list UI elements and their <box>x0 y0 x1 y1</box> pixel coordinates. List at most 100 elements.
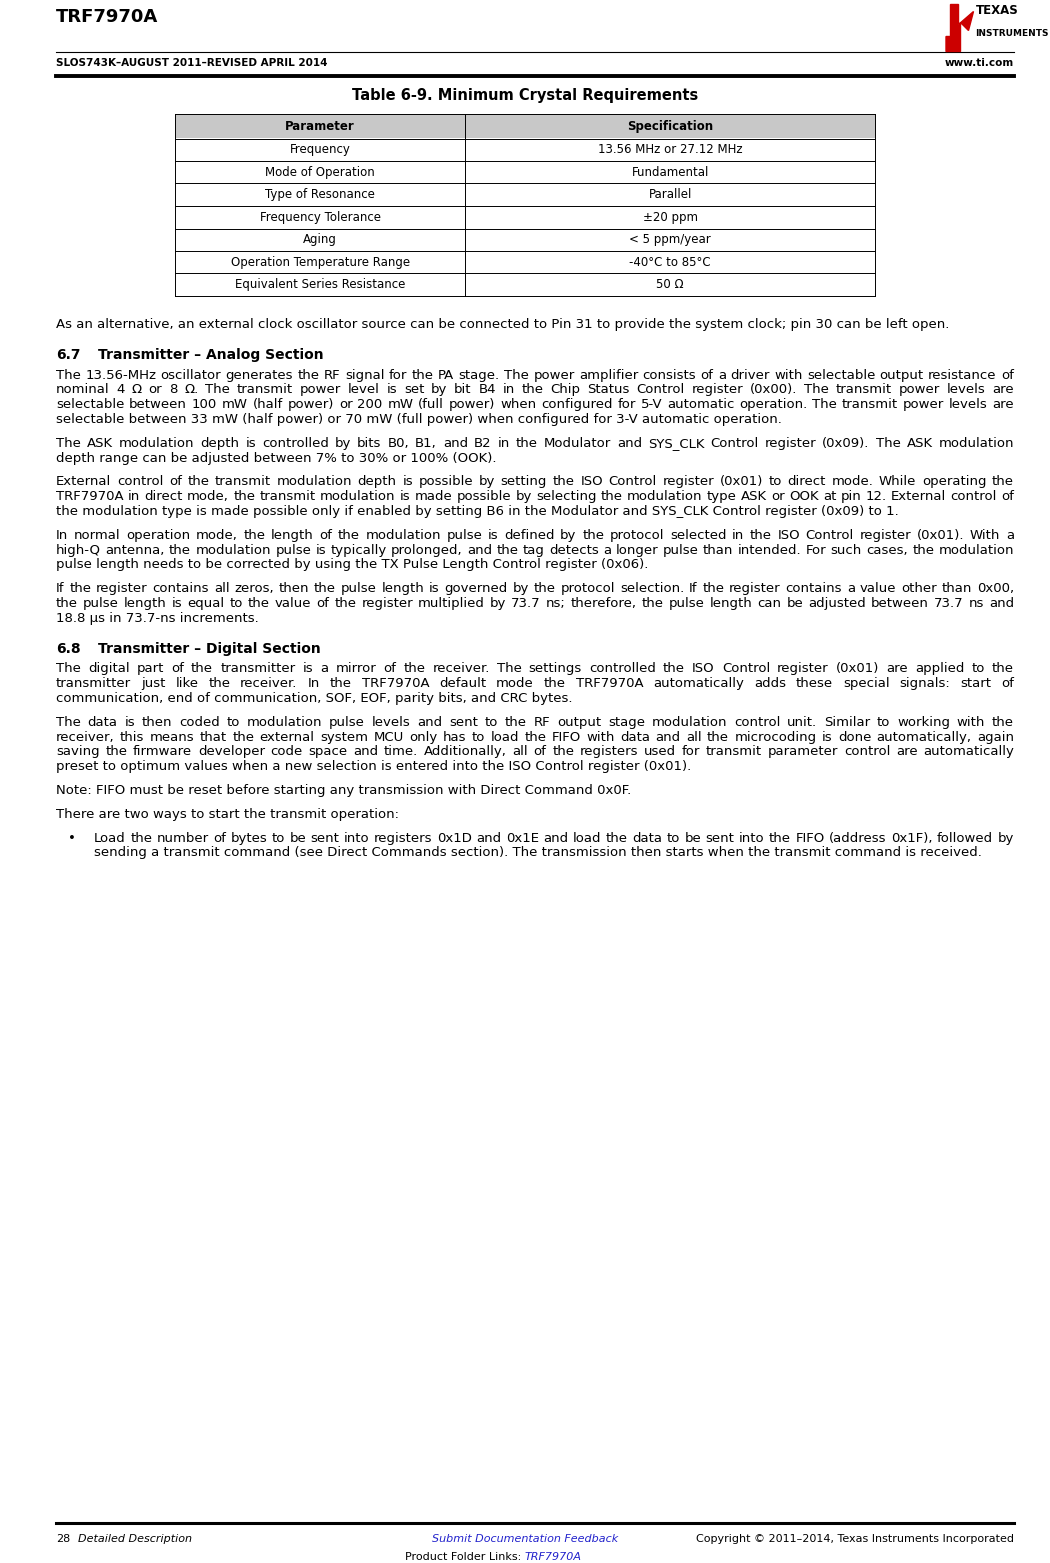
Text: a: a <box>320 663 329 675</box>
Text: be: be <box>786 597 803 610</box>
Text: set: set <box>404 383 424 397</box>
Text: 50 Ω: 50 Ω <box>656 278 684 291</box>
Text: automatically: automatically <box>653 677 744 691</box>
Text: and: and <box>477 832 502 844</box>
Text: Mode of Operation: Mode of Operation <box>266 166 375 178</box>
Text: mode: mode <box>496 677 533 691</box>
Text: modulation: modulation <box>195 544 271 556</box>
Text: the: the <box>702 581 724 596</box>
Text: The: The <box>504 369 529 381</box>
Text: number: number <box>156 832 209 844</box>
Text: < 5 ppm/year: < 5 ppm/year <box>629 233 711 247</box>
Text: the: the <box>208 677 230 691</box>
Text: sent: sent <box>311 832 339 844</box>
Text: RF: RF <box>324 369 340 381</box>
Text: FIFO: FIFO <box>796 832 824 844</box>
Text: the: the <box>233 491 255 503</box>
Text: modulation: modulation <box>652 716 728 728</box>
Text: depth: depth <box>201 436 239 450</box>
Text: B0,: B0, <box>387 436 410 450</box>
Text: ASK: ASK <box>741 491 766 503</box>
Text: bit: bit <box>455 383 471 397</box>
Text: done: done <box>838 730 872 744</box>
Text: selectable: selectable <box>807 369 876 381</box>
Text: other: other <box>901 581 937 596</box>
Text: There are two ways to start the transmit operation:: There are two ways to start the transmit… <box>56 808 399 821</box>
Text: External: External <box>56 475 111 488</box>
Text: a: a <box>847 581 855 596</box>
Text: power): power) <box>449 399 496 411</box>
Text: pulse: pulse <box>663 544 698 556</box>
Text: the modulation type is made possible only if enabled by setting B6 in the Modula: the modulation type is made possible onl… <box>56 505 899 517</box>
Text: the: the <box>244 528 266 542</box>
Text: the: the <box>232 730 254 744</box>
Text: modulation: modulation <box>939 544 1014 556</box>
Text: into: into <box>344 832 370 844</box>
Text: In: In <box>308 677 319 691</box>
Text: The: The <box>804 383 830 397</box>
Text: is: is <box>172 597 183 610</box>
Text: that: that <box>200 730 227 744</box>
Text: are: are <box>886 663 908 675</box>
Text: register: register <box>777 663 828 675</box>
Text: the: the <box>314 581 336 596</box>
Text: in: in <box>128 491 140 503</box>
Text: with: with <box>774 369 802 381</box>
Text: at: at <box>823 491 837 503</box>
Text: sent: sent <box>449 716 478 728</box>
Text: than: than <box>702 544 733 556</box>
Text: the: the <box>606 832 628 844</box>
Text: contains: contains <box>152 581 209 596</box>
Text: like: like <box>175 677 198 691</box>
Text: microcoding: microcoding <box>734 730 817 744</box>
Text: 73.7: 73.7 <box>933 597 964 610</box>
Text: a: a <box>603 544 611 556</box>
Text: the: the <box>191 663 213 675</box>
Text: depth: depth <box>358 475 397 488</box>
Text: the: the <box>533 581 555 596</box>
Text: by: by <box>479 475 496 488</box>
Text: output: output <box>880 369 924 381</box>
Text: by: by <box>998 832 1014 844</box>
Text: Detailed Description: Detailed Description <box>78 1533 192 1544</box>
Text: the: the <box>187 475 209 488</box>
Text: firmware: firmware <box>133 746 192 758</box>
Text: parameter: parameter <box>768 746 838 758</box>
Text: Equivalent Series Resistance: Equivalent Series Resistance <box>235 278 405 291</box>
Text: mW: mW <box>387 399 414 411</box>
Text: is: is <box>315 544 327 556</box>
Text: 13.56-MHz: 13.56-MHz <box>85 369 156 381</box>
Text: high-Q: high-Q <box>56 544 101 556</box>
Bar <box>175 139 875 161</box>
Text: FIFO: FIFO <box>551 730 581 744</box>
Text: the: the <box>601 491 623 503</box>
Text: are: are <box>992 399 1014 411</box>
Text: load: load <box>490 730 519 744</box>
Text: 73.7: 73.7 <box>511 597 541 610</box>
Text: B2: B2 <box>474 436 491 450</box>
Text: the: the <box>334 597 356 610</box>
Text: power: power <box>533 369 574 381</box>
Text: the: the <box>582 528 604 542</box>
Text: control: control <box>117 475 163 488</box>
Text: all: all <box>512 746 528 758</box>
Text: these: these <box>796 677 833 691</box>
Text: and: and <box>353 746 378 758</box>
Text: this: this <box>120 730 145 744</box>
Bar <box>175 252 875 274</box>
Text: tag: tag <box>523 544 545 556</box>
Text: again: again <box>976 730 1014 744</box>
Text: are: are <box>896 746 918 758</box>
Text: pulse: pulse <box>275 544 311 556</box>
Text: in: in <box>732 528 744 542</box>
Text: power: power <box>903 399 944 411</box>
Text: of: of <box>213 832 226 844</box>
Text: selecting: selecting <box>536 491 596 503</box>
Text: stage.: stage. <box>459 369 500 381</box>
Text: means: means <box>150 730 194 744</box>
Text: longer: longer <box>615 544 658 556</box>
Text: TRF7970A: TRF7970A <box>525 1552 582 1561</box>
Text: www.ti.com: www.ti.com <box>945 58 1014 69</box>
Text: As an alternative, an external clock oscillator source can be connected to Pin 3: As an alternative, an external clock osc… <box>56 317 949 331</box>
Text: Note: FIFO must be reset before starting any transmission with Direct Command 0x: Note: FIFO must be reset before starting… <box>56 785 631 797</box>
